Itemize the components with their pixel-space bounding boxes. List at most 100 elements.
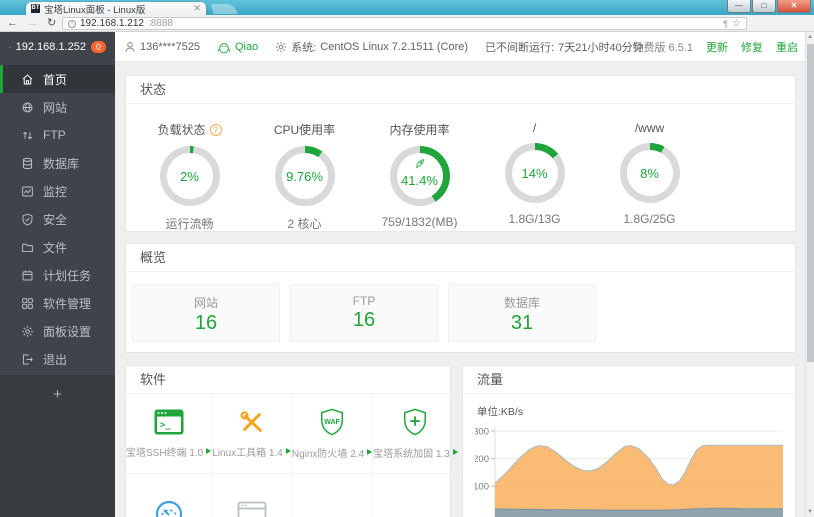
gauge-title: /www	[634, 121, 665, 135]
scrollbar-thumb[interactable]	[807, 44, 814, 362]
software-item-linux-toolbox[interactable]: Linux工具箱 1.4	[212, 394, 292, 474]
software-item-ssh-terminal[interactable]: >_ 宝塔SSH终端 1.0	[126, 394, 213, 474]
reload-icon[interactable]: ↻	[47, 16, 57, 29]
page-scrollbar[interactable]: ▲ ▼	[805, 32, 814, 517]
sidebar-item-logout[interactable]: 退出	[0, 345, 115, 373]
gear-icon	[22, 325, 33, 337]
overview-panel: 概览 网站 16 FTP 16 数据库 31	[125, 243, 796, 353]
folder-icon	[22, 243, 33, 252]
help-icon[interactable]	[209, 123, 222, 136]
sidebar-item-label: 退出	[43, 352, 68, 367]
sidebar-item-monitor[interactable]: 监控	[0, 177, 115, 205]
user-icon	[125, 42, 135, 52]
running-icon	[285, 448, 291, 454]
overview-card-database[interactable]: 数据库 31	[448, 284, 596, 342]
terminal-icon: >_	[154, 409, 184, 434]
system-label: 系统:	[291, 42, 317, 54]
minimize-button[interactable]: —	[727, 0, 751, 13]
uptime-label: 已不间断运行:	[485, 42, 555, 54]
logout-icon	[22, 354, 33, 364]
system-info: 系统: CentOS Linux 7.2.1511 (Core)	[275, 39, 468, 55]
donut-chart: 2%	[159, 146, 220, 206]
gauge-icon	[155, 500, 182, 517]
close-button[interactable]: ✕	[777, 0, 811, 13]
donut-chart: 14%	[504, 143, 565, 203]
phone-number: 136****7525	[140, 41, 200, 53]
software-item-nginx-waf[interactable]: WAF Nginx防火墙 2.4	[291, 394, 374, 474]
tab-close-icon[interactable]: ✕	[193, 3, 201, 13]
qq-icon	[217, 42, 230, 53]
software-panel-title: 软件	[126, 366, 450, 394]
grid-icon	[22, 297, 33, 309]
home-icon	[22, 73, 33, 84]
sidebar-item-ftp[interactable]: FTP	[0, 121, 115, 149]
bt-favicon-icon: BT	[31, 4, 40, 13]
software-item-label: 宝塔SSH终端 1.0	[126, 447, 204, 459]
software-item-5[interactable]	[126, 474, 213, 517]
update-link[interactable]: 更新	[706, 42, 728, 54]
bookmark-star-icon[interactable]: ☆	[732, 18, 741, 29]
account-phone[interactable]: 136****7525	[124, 41, 200, 53]
sidebar-item-files[interactable]: 文件	[0, 233, 115, 261]
sidebar-item-label: 文件	[43, 240, 68, 255]
tab-title: 宝塔Linux面板 - Linux版	[44, 4, 146, 16]
software-item-6[interactable]	[212, 474, 292, 517]
sidebar-item-sites[interactable]: 网站	[0, 93, 115, 121]
sidebar-item-label: 数据库	[43, 156, 80, 171]
panel-version: 免费版 6.5.1	[632, 42, 693, 54]
rocket-icon	[414, 156, 425, 174]
gauge-disk-www: /www 8% 1.8G/25G	[592, 121, 707, 232]
maximize-button[interactable]: □	[752, 0, 776, 13]
forward-icon[interactable]: →	[27, 16, 38, 29]
server-box[interactable]: 192.168.1.252 0	[0, 32, 115, 62]
card-label: FTP	[352, 294, 376, 308]
running-icon	[367, 449, 373, 455]
gauge-disk-root: / 14% 1.8G/13G	[477, 121, 592, 232]
overview-card-sites[interactable]: 网站 16	[132, 284, 280, 342]
message-badge[interactable]: 0	[90, 41, 106, 53]
repair-link[interactable]: 修复	[741, 42, 763, 54]
sidebar-item-home[interactable]: 首页	[0, 65, 115, 93]
card-value: 16	[194, 312, 218, 334]
sidebar-item-label: FTP	[43, 128, 66, 142]
back-icon[interactable]: ←	[7, 16, 18, 29]
page-info-icon[interactable]: i	[68, 19, 76, 28]
gauge-title: /	[532, 121, 537, 135]
running-icon	[452, 449, 458, 455]
svg-text:100: 100	[475, 482, 489, 493]
chart-unit-label: 单位:KB/s	[477, 406, 524, 418]
gauge-cpu: CPU使用率 9.76% 2 核心	[247, 121, 362, 232]
overview-card-ftp[interactable]: FTP 16	[290, 284, 438, 342]
scroll-up-icon[interactable]: ▲	[807, 34, 813, 40]
sidebar-item-security[interactable]: 安全	[0, 205, 115, 233]
sidebar-item-label: 面板设置	[43, 324, 92, 339]
gauge-sub: 运行流畅	[165, 217, 214, 231]
svg-text:WAF: WAF	[324, 418, 340, 425]
status-panel: 状态 负载状态 2% 运行流畅 CPU使用率 9.76% 2 核心 内存使用率	[125, 75, 796, 232]
sidebar-item-software[interactable]: 软件管理	[0, 289, 115, 317]
sidebar-item-database[interactable]: 数据库	[0, 149, 115, 177]
gauge-title: 负载状态	[157, 123, 206, 137]
sidebar-item-label: 软件管理	[43, 296, 92, 311]
add-menu-button[interactable]: +	[53, 386, 62, 403]
uptime: 已不间断运行: 7天21小时40分钟	[485, 39, 644, 55]
shield-plus-icon	[404, 408, 427, 435]
sidebar-item-cron[interactable]: 计划任务	[0, 261, 115, 289]
panel-topbar: 192.168.1.252 0 136****7525 Qiao 系统: Cen…	[0, 32, 814, 62]
pin-icon[interactable]: ¶	[723, 18, 729, 29]
shield-icon	[22, 213, 33, 226]
gauge-load: 负载状态 2% 运行流畅	[132, 121, 247, 232]
monitor-icon	[9, 46, 11, 48]
new-tab-button[interactable]	[210, 4, 238, 14]
system-value: CentOS Linux 7.2.1511 (Core)	[320, 41, 469, 53]
gauge-value: 8%	[640, 165, 659, 181]
address-bar[interactable]: i 192.168.1.212 :8888 ¶ ☆	[62, 17, 747, 30]
qq-account[interactable]: Qiao	[217, 41, 258, 54]
browser-tab[interactable]: BT 宝塔Linux面板 - Linux版 ✕	[26, 2, 206, 16]
card-label: 网站	[193, 296, 218, 310]
sidebar-item-settings[interactable]: 面板设置	[0, 317, 115, 345]
scroll-down-icon[interactable]: ▼	[807, 509, 813, 515]
software-item-system-hardening[interactable]: 宝塔系统加固 1.3	[373, 394, 458, 474]
restart-link[interactable]: 重启	[776, 42, 798, 54]
transfer-icon	[23, 131, 32, 139]
